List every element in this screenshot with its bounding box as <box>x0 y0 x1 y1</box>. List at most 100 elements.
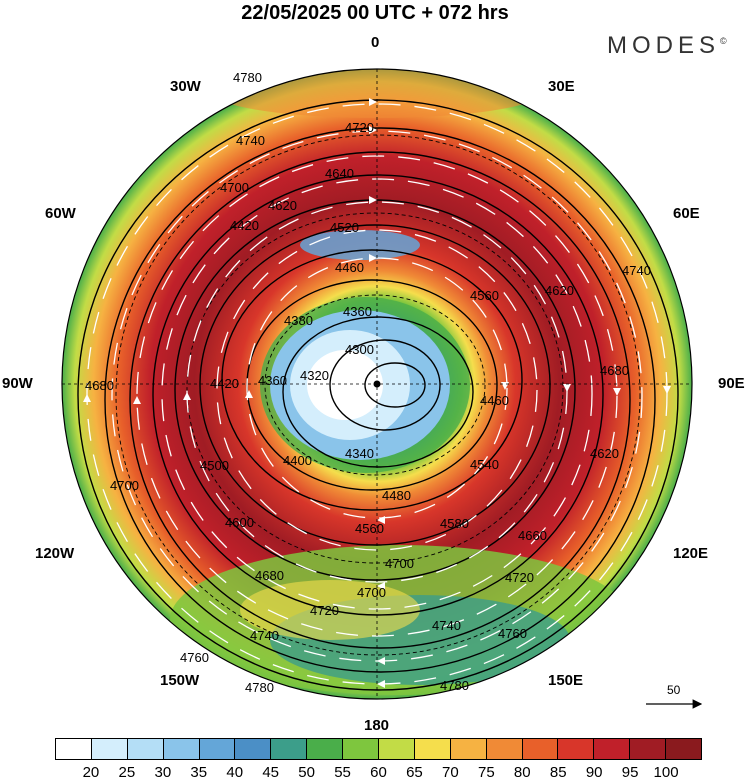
colorbar-swatch <box>666 739 702 759</box>
contour-label: 4740 <box>236 133 265 148</box>
colorbar-swatch <box>235 739 272 759</box>
contour-label: 4460 <box>335 260 364 275</box>
colorbar-swatch <box>379 739 415 759</box>
colorbar-tick-label: 55 <box>334 764 351 781</box>
colorbar-tick-label: 30 <box>154 764 172 781</box>
contour-label: 4740 <box>432 618 461 633</box>
contour-label: 4360 <box>258 373 287 388</box>
contour-label: 4600 <box>225 515 254 530</box>
lon-label-120w: 120W <box>35 545 75 562</box>
contour-label: 4680 <box>255 568 284 583</box>
contour-label: 4620 <box>590 446 619 461</box>
contour-label: 4680 <box>600 363 629 378</box>
reference-vector-arrow <box>646 699 703 709</box>
colorbar-swatch <box>450 739 487 759</box>
contour-label: 4740 <box>250 628 279 643</box>
dashed-contours <box>115 134 641 656</box>
colorbar-swatch <box>343 739 380 759</box>
brand-logo: MODES© <box>607 32 727 60</box>
colorbar-swatch <box>91 739 128 759</box>
colorbar-swatch <box>199 739 236 759</box>
contour-label: 4700 <box>385 556 414 571</box>
contour-label: 4320 <box>300 368 329 383</box>
contour-label: 4640 <box>325 166 354 181</box>
colorbar-tick-label: 70 <box>442 764 459 781</box>
contour-label: 4560 <box>470 288 499 303</box>
colorbar-tick-label: 100 <box>653 764 679 781</box>
contour-label: 4780 <box>233 70 262 85</box>
map-title: 22/05/2025 00 UTC + 072 hrs <box>241 2 509 24</box>
contour-label: 4660 <box>518 528 547 543</box>
copyright-mark: © <box>720 36 727 46</box>
colorbar-tick-label: 45 <box>262 764 279 781</box>
contour-label: 4720 <box>310 603 339 618</box>
contour-label: 4780 <box>245 680 274 695</box>
colorbar-swatch <box>307 739 344 759</box>
lon-label-0: 0 <box>371 34 380 51</box>
lon-label-180: 180 <box>364 717 390 734</box>
contour-label: 4700 <box>357 585 386 600</box>
contour-label: 4780 <box>440 678 469 693</box>
colorbar-swatch <box>486 739 523 759</box>
lon-label-30e: 30E <box>548 78 575 95</box>
contour-label: 4760 <box>498 626 527 641</box>
colorbar-tick-label: 90 <box>585 764 603 781</box>
colorbar-swatch <box>630 739 667 759</box>
contour-label: 4720 <box>505 570 534 585</box>
colorbar-tick-label: 95 <box>621 764 639 781</box>
contour-label: 4680 <box>85 378 114 393</box>
lon-label-90e: 90E <box>718 375 745 392</box>
reference-vector-label: 50 <box>667 683 681 697</box>
colorbar-tick-label: 50 <box>298 764 315 781</box>
colorbar-tick-label: 75 <box>477 764 495 781</box>
contour-label: 4760 <box>180 650 209 665</box>
lon-label-60e: 60E <box>673 205 700 222</box>
lon-label-60w: 60W <box>45 205 76 222</box>
lon-label-120e: 120E <box>673 545 709 562</box>
colorbar-ticks: 20 25 30 35 40 45 50 55 60 65 70 75 80 85 90 95 100 <box>55 764 702 782</box>
contour-label: 4420 <box>210 376 239 391</box>
brand-name: MODES <box>607 32 721 59</box>
colorbar-swatch <box>522 739 559 759</box>
colorbar-swatch <box>594 739 631 759</box>
lon-label-90w: 90W <box>2 375 33 392</box>
colorbar-tick-label: 85 <box>549 764 567 781</box>
contour-label: 4300 <box>345 342 374 357</box>
colorbar-tick-label: 35 <box>190 764 208 781</box>
contour-label: 4620 <box>545 283 574 298</box>
north-pole-marker <box>373 380 381 388</box>
colorbar-swatch <box>163 739 200 759</box>
colorbar-swatch <box>56 739 92 759</box>
colorbar-tick-label: 80 <box>513 764 531 781</box>
contour-label: 4540 <box>470 457 499 472</box>
colorbar-swatch <box>414 739 451 759</box>
colorbar-tick-label: 40 <box>226 764 244 781</box>
contour-label: 4560 <box>355 521 384 536</box>
lon-label-30w: 30W <box>170 78 201 95</box>
contour-label: 4420 <box>230 218 259 233</box>
contour-label: 4400 <box>283 453 312 468</box>
colorbar-swatch <box>271 739 308 759</box>
contour-label: 4340 <box>345 446 374 461</box>
contour-label: 4580 <box>440 516 469 531</box>
contour-label: 4700 <box>110 478 139 493</box>
contour-label: 4380 <box>284 313 313 328</box>
lon-label-150w: 150W <box>160 672 200 689</box>
colorbar-tick-label: 25 <box>118 764 136 781</box>
colorbar-tick-label: 20 <box>82 764 100 781</box>
contour-label: 4480 <box>382 488 411 503</box>
contour-label: 4460 <box>480 393 509 408</box>
colorbar-swatch <box>127 739 164 759</box>
map-border <box>61 68 693 700</box>
contour-label: 4720 <box>345 120 374 135</box>
colorbar-tick-label: 60 <box>370 764 387 781</box>
lon-label-150e: 150E <box>548 672 584 689</box>
colorbar-swatch <box>558 739 595 759</box>
contour-label-group: 4780 4720 4740 4700 4640 4620 4520 4460 … <box>85 70 651 695</box>
contour-label: 4740 <box>622 263 651 278</box>
contour-label: 4500 <box>200 458 229 473</box>
contour-label: 4620 <box>268 198 297 213</box>
colorbar-tick-label: 65 <box>406 764 423 781</box>
contour-label: 4360 <box>343 304 372 319</box>
